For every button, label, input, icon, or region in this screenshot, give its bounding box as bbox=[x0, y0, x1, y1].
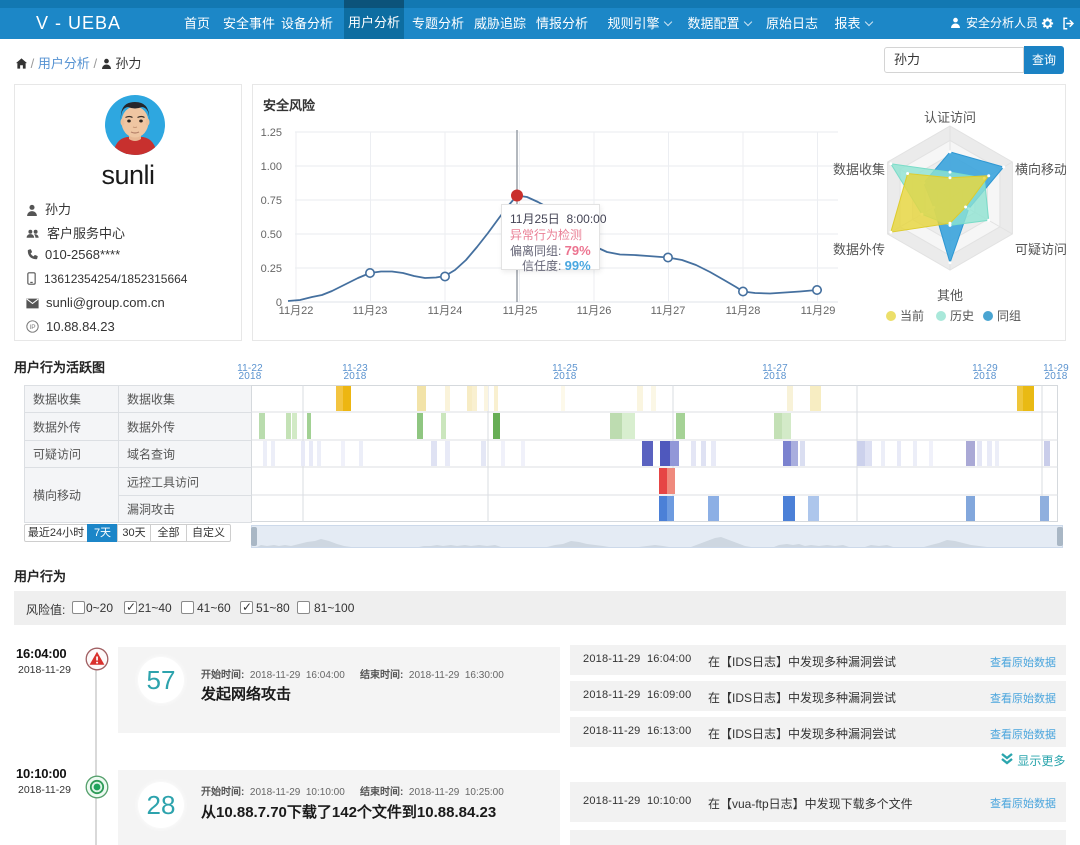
svg-text:数据外传: 数据外传 bbox=[833, 242, 885, 257]
svg-text:当前: 当前 bbox=[900, 308, 924, 323]
svg-text:横向移动: 横向移动 bbox=[1015, 162, 1066, 177]
svg-text:0.75: 0.75 bbox=[261, 195, 282, 207]
svg-text:1.25: 1.25 bbox=[261, 127, 282, 139]
svg-text:11月23: 11月23 bbox=[353, 305, 388, 317]
svg-text:1.00: 1.00 bbox=[261, 161, 282, 173]
svg-text:11月27: 11月27 bbox=[651, 305, 686, 317]
svg-text:11月28: 11月28 bbox=[726, 305, 761, 317]
svg-text:IP: IP bbox=[29, 324, 35, 331]
svg-text:0: 0 bbox=[276, 297, 282, 309]
svg-text:可疑访问: 可疑访问 bbox=[1015, 242, 1066, 257]
svg-text:0.25: 0.25 bbox=[261, 263, 282, 275]
svg-text:认证访问: 认证访问 bbox=[924, 110, 976, 125]
svg-text:11月24: 11月24 bbox=[428, 305, 463, 317]
svg-text:11月22: 11月22 bbox=[279, 305, 314, 317]
svg-text:11月25: 11月25 bbox=[503, 305, 538, 317]
svg-text:同组: 同组 bbox=[997, 309, 1021, 323]
svg-text:0.50: 0.50 bbox=[261, 229, 282, 241]
svg-text:11月26: 11月26 bbox=[577, 305, 612, 317]
svg-text:历史: 历史 bbox=[950, 309, 974, 323]
svg-text:11月29: 11月29 bbox=[801, 305, 836, 317]
svg-text:数据收集: 数据收集 bbox=[833, 162, 885, 177]
svg-text:其他: 其他 bbox=[937, 288, 963, 303]
